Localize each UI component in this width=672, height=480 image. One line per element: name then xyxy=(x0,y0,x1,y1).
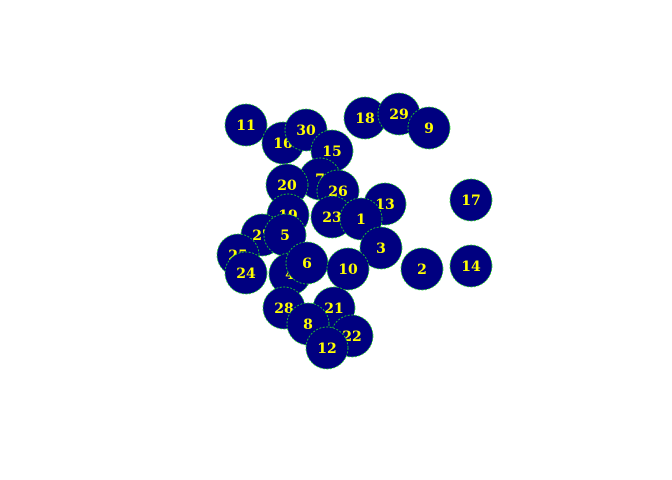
node-label: 23 xyxy=(322,210,341,226)
node-circle xyxy=(449,244,493,288)
node-11: 11 xyxy=(224,103,268,147)
node-6: 6 xyxy=(285,241,329,285)
node-12: 12 xyxy=(305,326,349,370)
node-label: 21 xyxy=(324,301,343,317)
node-label: 30 xyxy=(296,123,316,139)
graph-nodes: 1116301829915720261317192312753252446102… xyxy=(216,92,493,370)
node-2: 2 xyxy=(400,247,444,291)
node-label: 5 xyxy=(280,228,290,244)
node-circle xyxy=(407,106,451,150)
node-label: 14 xyxy=(461,259,481,275)
node-label: 11 xyxy=(236,118,255,134)
node-label: 3 xyxy=(376,241,386,257)
node-17: 17 xyxy=(449,178,493,222)
node-label: 8 xyxy=(303,317,313,333)
node-24: 24 xyxy=(224,251,268,295)
node-circle xyxy=(449,178,493,222)
node-circle xyxy=(359,226,403,270)
node-label: 24 xyxy=(236,266,256,282)
node-circle xyxy=(224,251,268,295)
node-label: 29 xyxy=(389,107,408,123)
node-14: 14 xyxy=(449,244,493,288)
node-circle xyxy=(305,326,349,370)
node-label: 9 xyxy=(424,121,434,137)
node-9: 9 xyxy=(407,106,451,150)
node-circle xyxy=(400,247,444,291)
node-label: 12 xyxy=(317,341,336,357)
node-label: 1 xyxy=(356,212,366,228)
node-circle xyxy=(326,247,370,291)
node-label: 20 xyxy=(277,178,297,194)
node-label: 6 xyxy=(302,256,312,272)
node-label: 28 xyxy=(274,301,293,317)
node-label: 17 xyxy=(461,193,480,209)
node-label: 15 xyxy=(322,144,341,160)
node-label: 18 xyxy=(355,111,374,127)
node-label: 10 xyxy=(338,262,358,278)
node-circle xyxy=(224,103,268,147)
node-10: 10 xyxy=(326,247,370,291)
node-label: 2 xyxy=(417,262,427,278)
node-20: 20 xyxy=(265,163,309,207)
node-label: 13 xyxy=(375,197,394,213)
node-18: 18 xyxy=(343,96,387,140)
node-3: 3 xyxy=(359,226,403,270)
